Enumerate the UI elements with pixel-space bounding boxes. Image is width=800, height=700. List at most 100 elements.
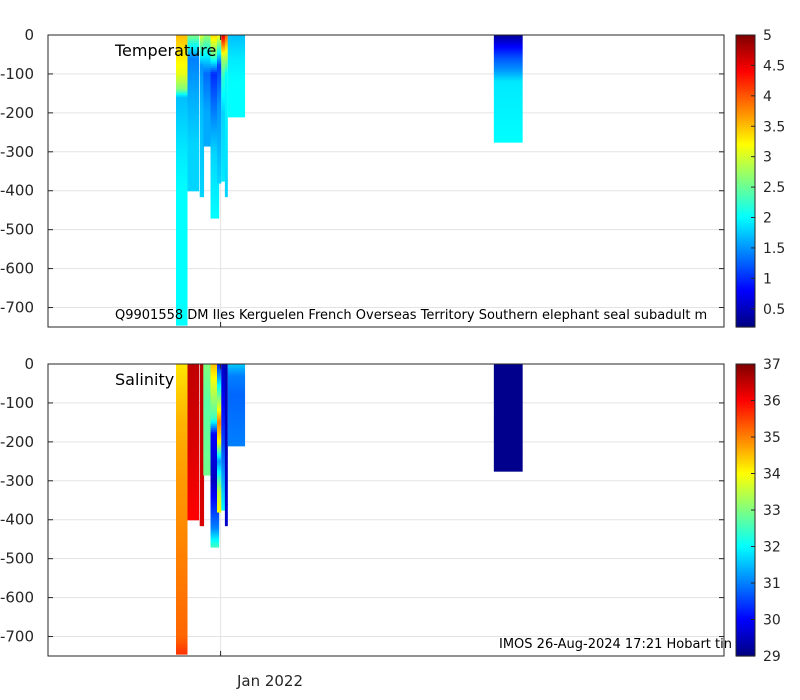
profile-cell [199,367,205,371]
profile-cell [224,77,228,81]
profile-cell [203,437,212,441]
profile-cell [224,515,228,519]
profile-cell [224,364,228,367]
profile-cell [221,430,226,433]
profile-cell [203,56,212,59]
profile-cell [176,611,188,614]
profile-cell [176,599,188,603]
profile-cell [176,245,188,248]
profile-cell [176,465,188,468]
profile-cell [176,83,188,87]
profile-cell [227,42,246,46]
profile-column [493,364,523,472]
profile-cell [210,192,220,196]
profile-cell [187,89,200,93]
profile-cell [221,467,226,470]
profile-cell [203,101,212,104]
profile-cell [176,500,188,503]
colorbar-swatch [736,231,755,234]
profile-cell [187,132,200,135]
colorbar-swatch [736,307,755,310]
profile-cell [221,68,226,71]
profile-cell [221,75,226,79]
profile-cell [224,369,228,373]
profile-cell [210,116,220,120]
profile-cell [224,124,228,128]
colorbar-swatch [736,414,755,417]
profile-cell [227,377,246,381]
profile-cell [493,441,523,445]
profile-cell [187,445,200,449]
profile-cell [176,278,188,281]
profile-cell [217,112,222,116]
profile-cell [203,48,212,52]
profile-cell [217,81,222,85]
profile-cell [224,99,228,102]
profile-cell [187,105,200,108]
profile-cell [224,188,228,192]
profile-cell [210,77,220,81]
profile-cell [221,105,226,108]
profile-cell [493,97,523,100]
colorbar-swatch [736,155,755,158]
profile-cell [217,120,222,124]
profile-cell [176,459,188,462]
profile-cell [176,566,188,569]
colorbar-swatch [736,283,755,286]
profile-cell [217,406,222,410]
profile-cell [493,383,523,387]
profile-cell [176,517,188,521]
profile-cell [187,116,200,120]
profile-cell [224,134,228,137]
colorbar-swatch [736,486,755,489]
colorbar-swatch [736,321,755,324]
profile-cell [203,412,212,416]
profile-cell [176,422,188,425]
profile-cell [224,494,228,497]
profile-cell [210,132,220,135]
profile-cell [176,46,188,50]
profile-cell [227,68,246,71]
profile-cell [176,110,188,114]
profile-cell [210,519,220,523]
profile-cell [187,408,200,412]
profile-cell [176,365,188,369]
profile-cell [224,95,228,98]
colorbar-swatch [736,169,755,172]
profile-cell [203,373,212,377]
profile-cell [217,71,222,75]
profile-cell [176,410,188,414]
colorbar-swatch [736,446,755,449]
colorbar-swatch [736,281,755,284]
profile-cell [199,114,205,118]
profile-cell [199,124,205,128]
profile-cell [187,75,200,79]
profile-column [187,35,200,192]
profile-cell [493,85,523,89]
colorbar-swatch [736,560,755,563]
colorbar-swatch [736,634,755,637]
profile-cell [199,81,205,85]
profile-cell [224,478,228,482]
profile-cell [176,445,188,449]
profile-cell [199,426,205,429]
profile-cell [221,73,226,77]
profile-cell [217,138,222,141]
profile-cell [493,48,523,52]
colorbar-swatch [736,638,755,641]
profile-cell [210,46,220,50]
profile-cell [176,455,188,459]
profile-cell [210,490,220,494]
profile-cell [493,420,523,423]
colorbar-swatch [736,207,755,210]
profile-cell [227,70,246,73]
colorbar-swatch [736,522,755,525]
profile-cell [176,173,188,176]
profile-cell [224,426,228,429]
colorbar-swatch [736,159,755,162]
profile-cell [203,430,212,433]
profile-cell [217,471,222,474]
profile-column [217,35,222,184]
profile-cell [203,58,212,61]
profile-cell [221,118,226,122]
